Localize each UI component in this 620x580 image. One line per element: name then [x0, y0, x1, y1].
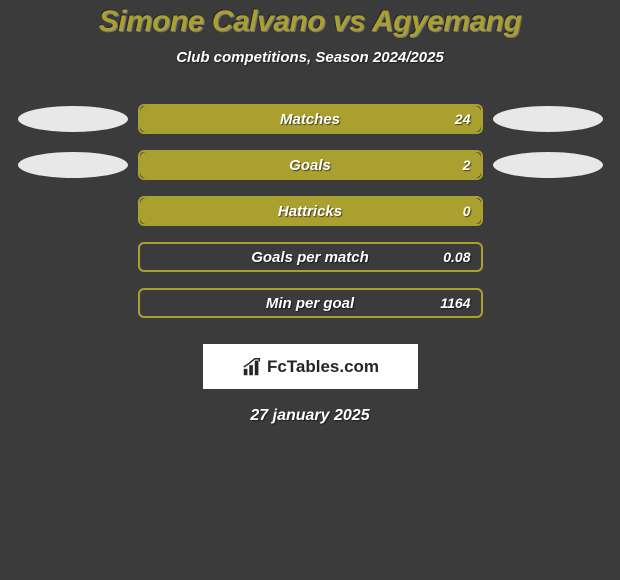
- stat-bar: Min per goal 1164: [138, 288, 483, 318]
- stat-label: Goals per match: [251, 249, 369, 266]
- left-bubble: [18, 290, 128, 316]
- left-bubble: [18, 106, 128, 132]
- stat-label: Matches: [280, 111, 340, 128]
- chart-icon: [241, 356, 263, 378]
- right-bubble: [493, 244, 603, 270]
- stat-bar: Goals per match 0.08: [138, 242, 483, 272]
- left-bubble: [18, 152, 128, 178]
- stat-label: Goals: [289, 157, 331, 174]
- stat-value: 0.08: [443, 249, 470, 265]
- stat-row: Matches 24: [0, 96, 620, 142]
- right-bubble: [493, 290, 603, 316]
- left-bubble: [18, 244, 128, 270]
- comparison-card: Simone Calvano vs Agyemang Club competit…: [0, 0, 620, 580]
- stat-row: Goals 2: [0, 142, 620, 188]
- stat-bar: Matches 24: [138, 104, 483, 134]
- right-bubble: [493, 106, 603, 132]
- page-title: Simone Calvano vs Agyemang: [0, 5, 620, 39]
- stat-value: 0: [463, 203, 471, 219]
- stat-value: 1164: [440, 295, 470, 311]
- stat-bar: Hattricks 0: [138, 196, 483, 226]
- stat-label: Min per goal: [266, 295, 354, 312]
- date-label: 27 january 2025: [0, 407, 620, 425]
- stat-row: Goals per match 0.08: [0, 234, 620, 280]
- stat-label: Hattricks: [278, 203, 342, 220]
- stat-row: Hattricks 0: [0, 188, 620, 234]
- stat-rows: Matches 24 Goals 2 Hattricks 0 Goals per match…: [0, 96, 620, 326]
- subtitle: Club competitions, Season 2024/2025: [0, 49, 620, 66]
- stat-bar: Goals 2: [138, 150, 483, 180]
- stat-row: Min per goal 1164: [0, 280, 620, 326]
- brand-logo: FcTables.com: [203, 344, 418, 389]
- logo-text: FcTables.com: [267, 357, 379, 377]
- left-bubble: [18, 198, 128, 224]
- stat-value: 24: [455, 111, 471, 127]
- stat-value: 2: [463, 157, 471, 173]
- right-bubble: [493, 152, 603, 178]
- right-bubble: [493, 198, 603, 224]
